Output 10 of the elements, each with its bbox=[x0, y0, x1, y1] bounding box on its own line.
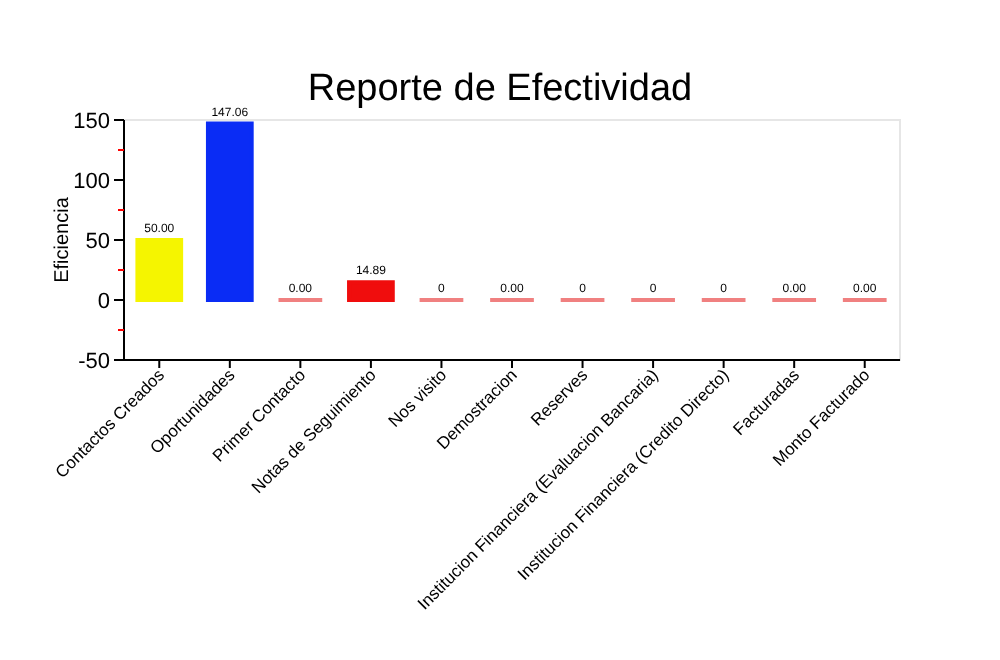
y-tick-label: 0 bbox=[97, 289, 110, 314]
y-axis-title: Eficiencia bbox=[52, 196, 74, 283]
bar bbox=[347, 280, 395, 302]
y-tick-label: 50 bbox=[85, 229, 110, 254]
chart-title: Reporte de Efectividad bbox=[307, 68, 693, 110]
y-tick-label: 150 bbox=[73, 109, 110, 134]
y-tick-label: -50 bbox=[78, 349, 110, 374]
bar bbox=[135, 238, 184, 302]
bar bbox=[205, 121, 254, 302]
y-tick-label: 100 bbox=[73, 169, 110, 194]
